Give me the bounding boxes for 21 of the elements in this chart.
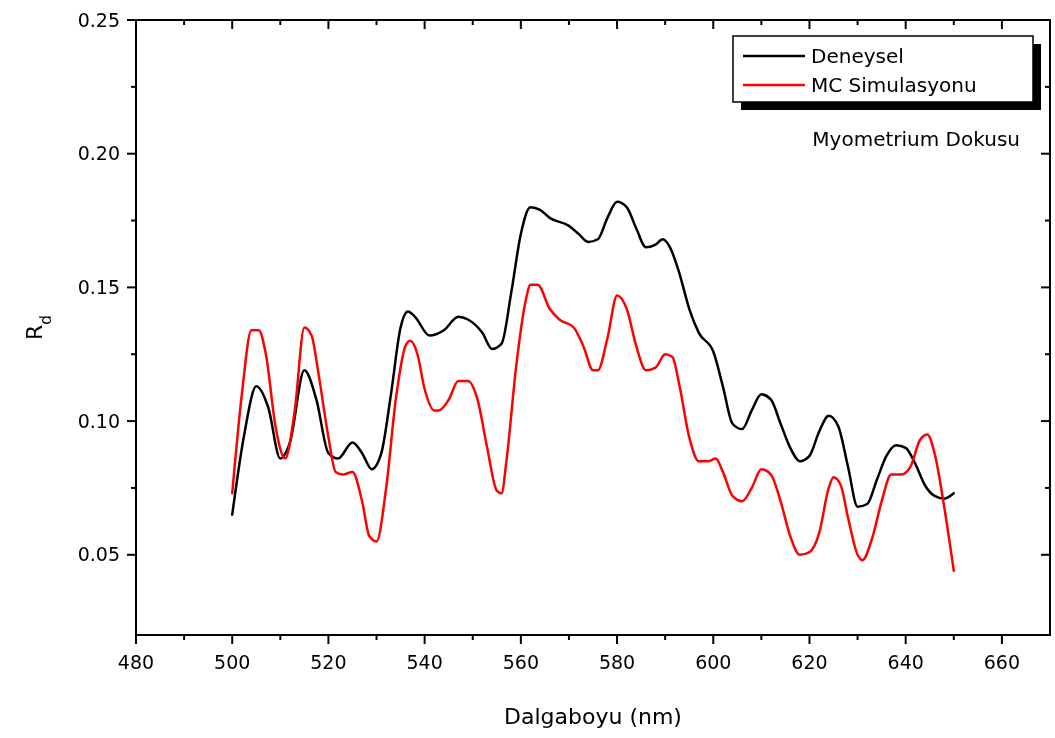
line-series xyxy=(230,283,956,573)
x-tick-label: 480 xyxy=(117,651,155,673)
y-tick-label: 0.25 xyxy=(77,8,120,31)
legend-label: Deneysel xyxy=(811,44,904,68)
x-tick-label: 640 xyxy=(887,651,924,673)
x-tick-label: 560 xyxy=(502,651,539,673)
x-tick-label: 520 xyxy=(310,651,347,673)
x-tick-label: 600 xyxy=(695,651,732,673)
x-tick-label: 580 xyxy=(598,651,636,673)
x-tick-label: 540 xyxy=(406,651,443,673)
x-tick-label: 620 xyxy=(791,651,828,673)
line-series xyxy=(230,200,956,516)
y-tick-label: 0.10 xyxy=(77,409,120,432)
x-tick-label: 660 xyxy=(983,651,1021,673)
y-tick-label: 0.05 xyxy=(77,543,120,566)
legend-label: MC Simulasyonu xyxy=(811,73,977,97)
annotation: Myometrium Dokusu xyxy=(812,127,1020,151)
x-tick-label: 500 xyxy=(214,651,251,673)
y-tick-label: 0.15 xyxy=(77,276,120,299)
y-tick-label: 0.20 xyxy=(77,142,120,165)
x-axis-title: Dalgaboyu (nm) xyxy=(504,704,682,729)
